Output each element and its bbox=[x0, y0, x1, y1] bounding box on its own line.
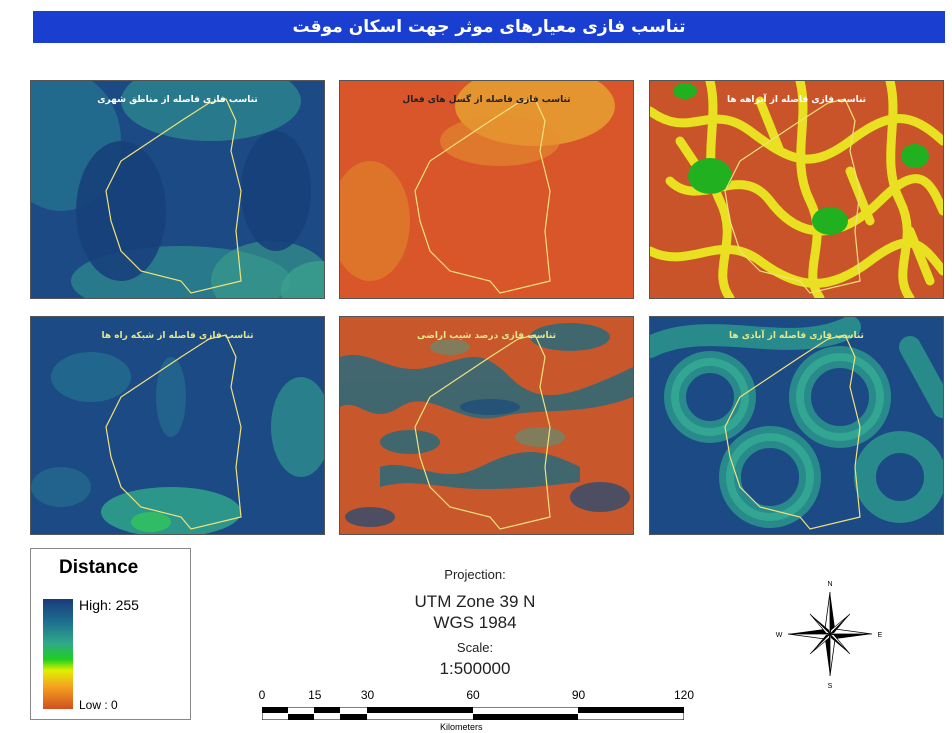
scale-ratio: 1:500000 bbox=[439, 659, 511, 678]
legend-high-label: High: 255 bbox=[79, 597, 139, 613]
map-panel-urban-distance: تناسب فازی فاصله از مناطق شهری bbox=[30, 80, 325, 299]
scalebar bbox=[262, 707, 684, 720]
legend-title: Distance bbox=[59, 557, 139, 578]
map-panel-slope: تناسب فازی درصد شیب اراضی bbox=[339, 316, 634, 535]
compass-n: N bbox=[827, 581, 832, 588]
scale-heading: Scale: bbox=[456, 640, 494, 655]
map-title-bar: تناسب فازی معیارهای موثر جهت اسکان موقت bbox=[33, 11, 945, 43]
projection-datum: WGS 1984 bbox=[433, 613, 517, 632]
panel-title: تناسب فازی درصد شیب اراضی bbox=[417, 331, 556, 341]
panel-title: تناسب فازی فاصله از آبراهه ها bbox=[726, 95, 866, 105]
map-panel-road-distance: تناسب فازی فاصله از شبکه راه ها bbox=[30, 316, 325, 535]
scalebar-tick-labels: 0 15 30 60 90 120 bbox=[258, 688, 694, 702]
scalebar-tick: 60 bbox=[466, 688, 480, 702]
legend-low-label: Low : 0 bbox=[79, 698, 118, 712]
compass-s: S bbox=[828, 683, 833, 690]
legend-color-ramp bbox=[43, 599, 73, 709]
compass-e: E bbox=[878, 632, 883, 639]
map-panel-village-distance: تناسب فازی فاصله از آبادی ها bbox=[649, 316, 944, 535]
panel-title: تناسب فازی فاصله از آبادی ها bbox=[729, 331, 864, 341]
panel-title: تناسب فازی فاصله از گسل های فعال bbox=[402, 95, 571, 105]
legend: Distance High: 255 Low : 0 bbox=[30, 548, 191, 720]
scalebar-tick: 120 bbox=[673, 688, 695, 702]
panel-title: تناسب فازی فاصله از شبکه راه ها bbox=[101, 331, 254, 341]
north-arrow-icon: N S E W bbox=[776, 581, 883, 690]
panel-title: تناسب فازی فاصله از مناطق شهری bbox=[97, 95, 258, 105]
scalebar-unit: Kilometers bbox=[440, 722, 483, 732]
scalebar-tick: 30 bbox=[360, 688, 375, 702]
map-panel-stream-distance: تناسب فازی فاصله از آبراهه ها bbox=[649, 80, 944, 299]
map-title: تناسب فازی معیارهای موثر جهت اسکان موقت bbox=[292, 17, 686, 37]
projection-zone: UTM Zone 39 N bbox=[414, 592, 536, 611]
projection-heading: Projection: bbox=[444, 567, 506, 582]
scalebar-tick: 15 bbox=[308, 688, 322, 702]
scalebar-tick: 90 bbox=[571, 688, 586, 702]
map-panel-fault-distance: تناسب فازی فاصله از گسل های فعال bbox=[339, 80, 634, 299]
compass-w: W bbox=[776, 632, 783, 639]
scalebar-tick: 0 bbox=[258, 688, 266, 702]
